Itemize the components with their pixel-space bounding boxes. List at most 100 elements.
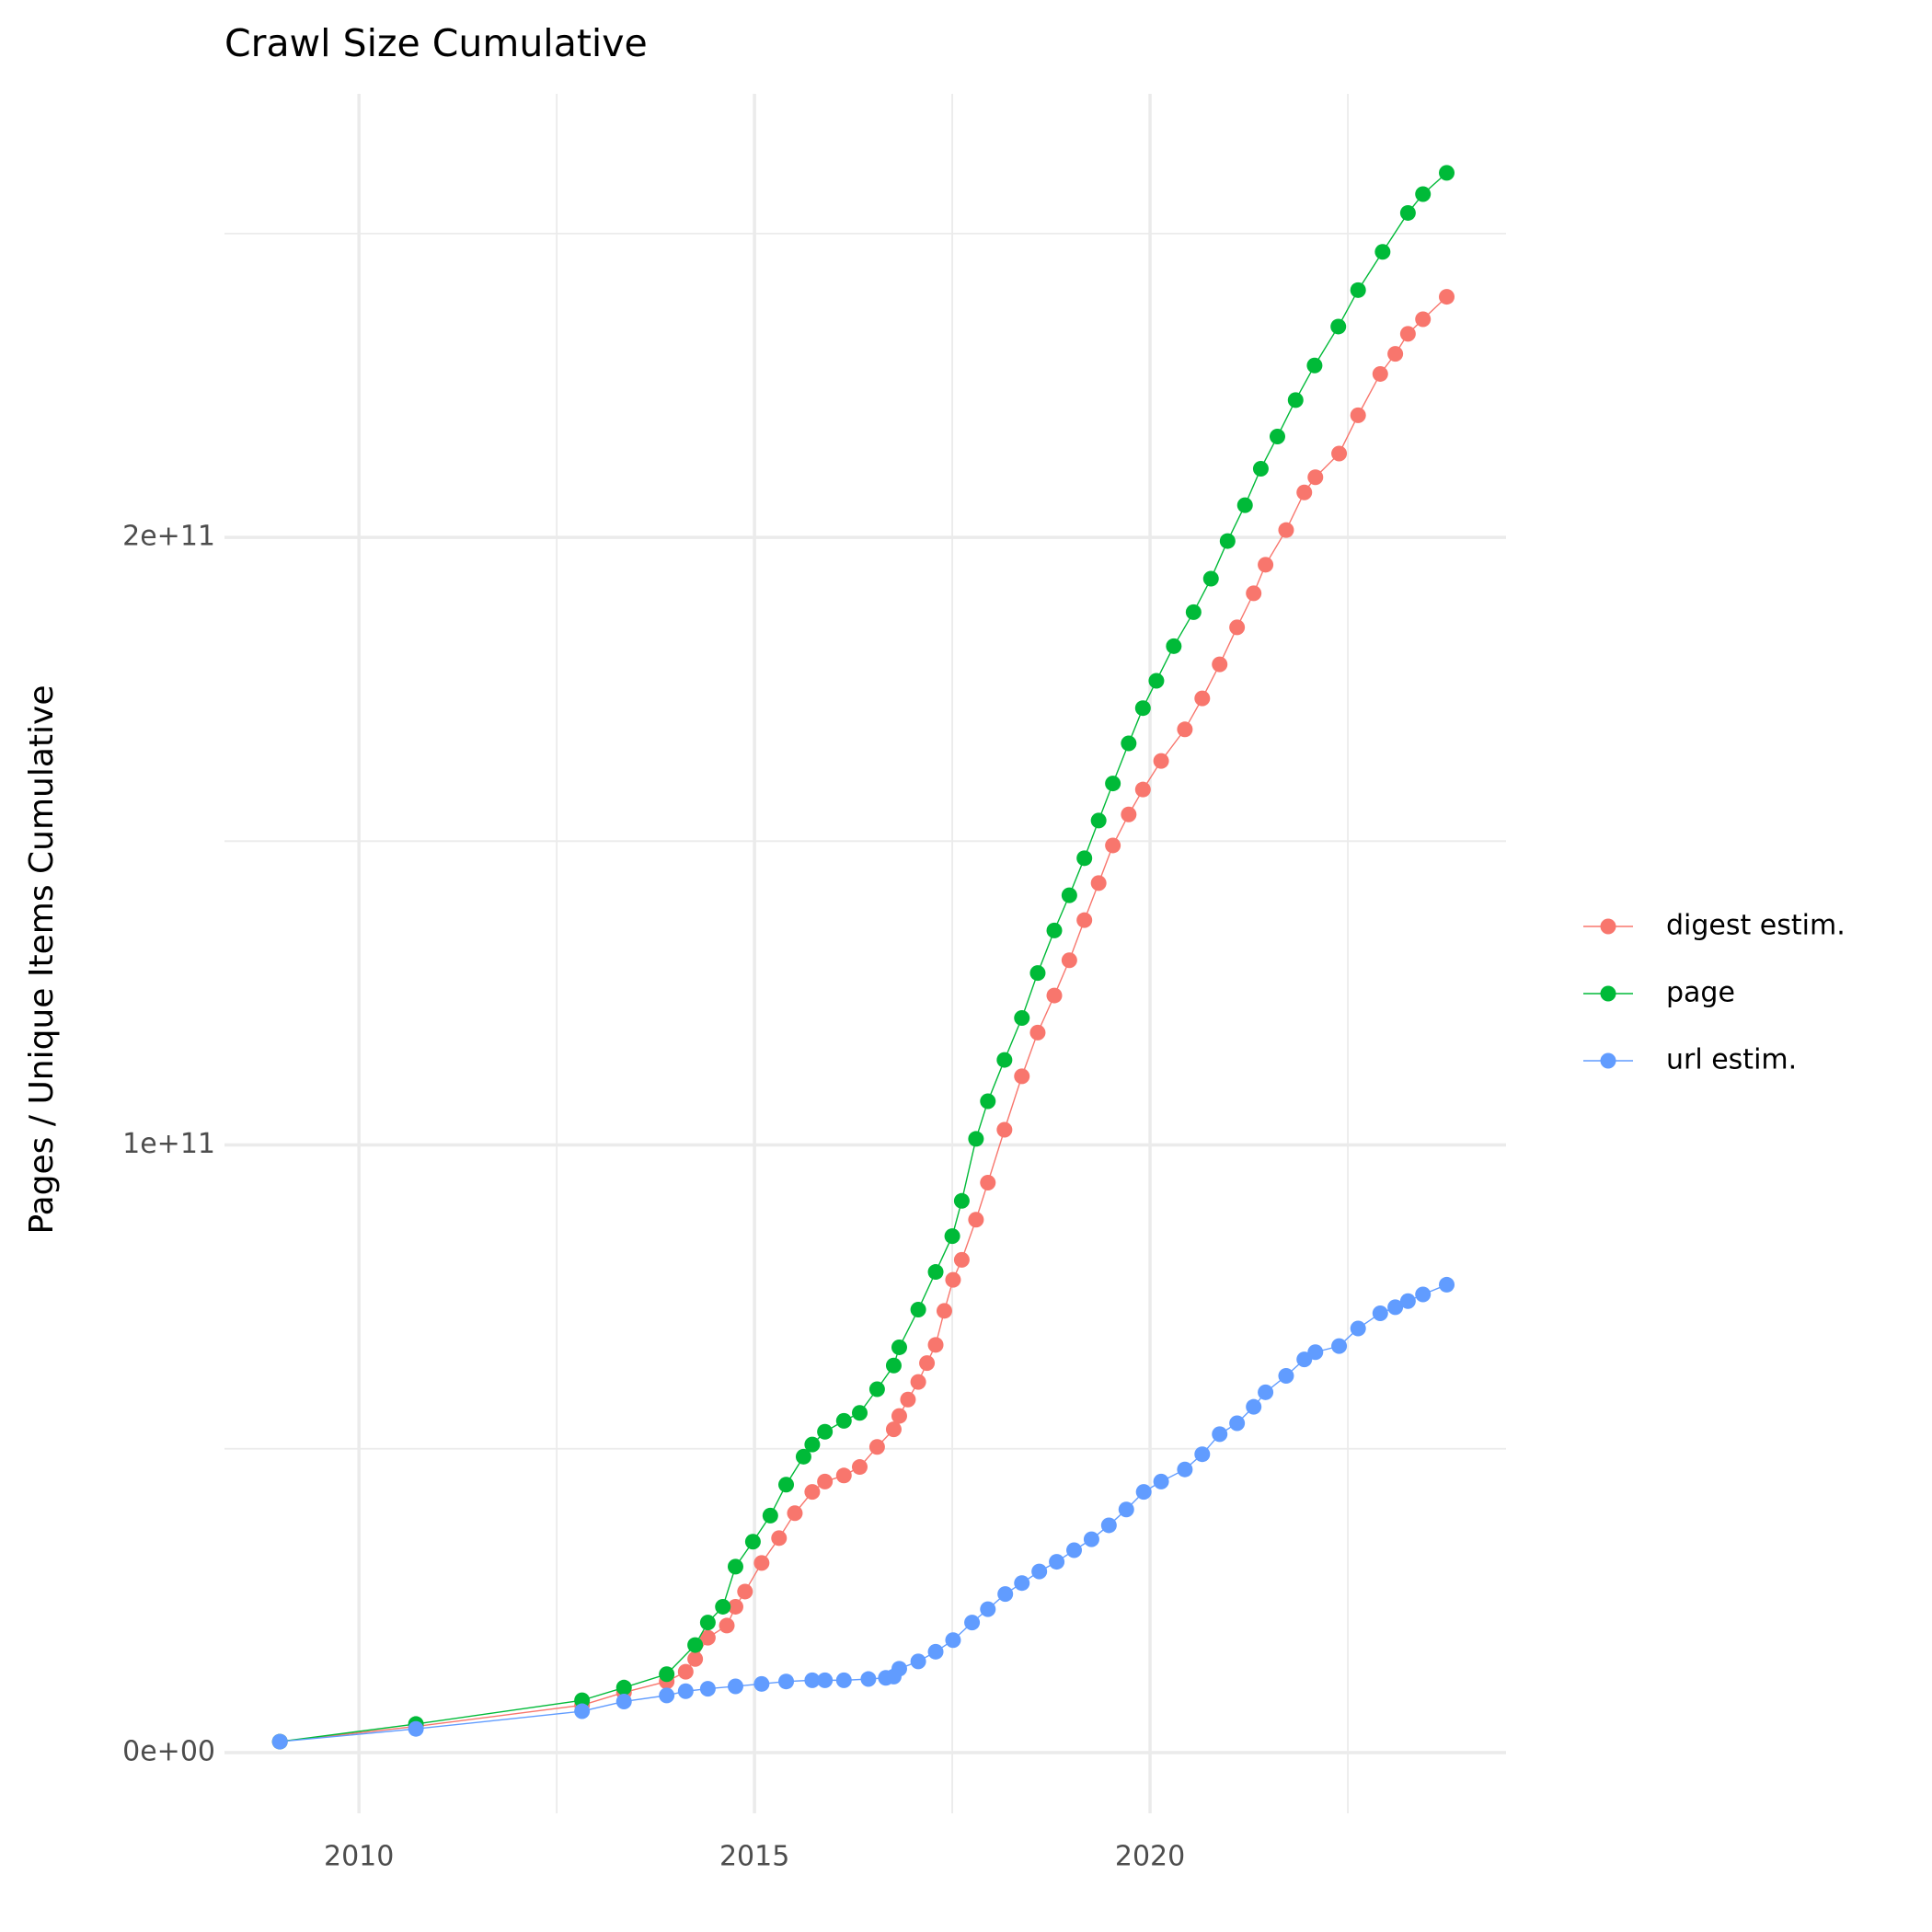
data-point [271,1733,288,1750]
data-point [1121,806,1137,822]
data-point [953,1251,970,1268]
data-point [1049,1554,1065,1570]
data-point [1372,365,1388,382]
data-point [1258,557,1274,573]
data-point [885,1357,902,1374]
data-point [1229,1415,1246,1432]
x-tick-label: 2020 [1115,1841,1185,1873]
data-point [996,1121,1013,1138]
data-point [945,1632,961,1649]
data-point [677,1663,694,1680]
data-point [1296,1351,1313,1368]
data-point [1387,1299,1404,1316]
data-point [699,1629,716,1646]
data-point [1105,776,1121,792]
grid [224,94,1506,1813]
legend-label: digest estim. [1666,910,1846,942]
data-point [1307,469,1324,486]
data-point [868,1381,885,1397]
data-point [1090,812,1107,829]
data-point [715,1598,731,1615]
data-point [1029,1024,1046,1041]
data-point [677,1683,694,1699]
data-point [980,1174,996,1190]
data-point [408,1720,424,1737]
data-point [1118,1501,1134,1518]
data-point [1135,1484,1152,1501]
data-point [835,1412,852,1429]
data-point [1134,781,1151,798]
data-point [659,1666,675,1683]
data-point [719,1617,735,1634]
data-point [980,1601,996,1617]
data-point [727,1558,743,1575]
data-point [1031,1563,1048,1580]
data-point [1399,326,1416,342]
data-point [1269,428,1285,444]
data-point [968,1131,984,1147]
data-point [900,1391,916,1408]
data-point [1415,1286,1432,1303]
data-point [835,1672,852,1688]
data-point [1014,1010,1030,1027]
legend: digest estim. page url estim. [1583,910,1846,1076]
data-point [1278,1367,1294,1384]
data-point [1061,952,1077,969]
data-point [1246,1398,1262,1415]
data-point [1076,912,1093,928]
data-point [927,1643,944,1660]
data-point [1350,1320,1366,1337]
data-point [687,1650,704,1667]
legend-label: page [1666,977,1735,1009]
axes: 0e+00 1e+11 2e+11 2010 2015 2020 [122,521,1185,1873]
data-point [1212,1426,1228,1443]
y-tick-label: 1e+11 [122,1128,215,1160]
data-point [891,1408,907,1424]
data-point [699,1681,716,1697]
data-point [1105,837,1121,854]
data-point [1439,1276,1455,1293]
data-point [1185,604,1202,620]
data-point [997,1586,1014,1603]
data-point [1219,533,1236,549]
data-point [885,1421,902,1438]
x-tick-label: 2010 [324,1841,394,1873]
data-point [1046,987,1063,1004]
data-point [1296,484,1313,500]
data-point [1066,1542,1083,1558]
data-point [1258,1384,1274,1400]
data-point [1439,289,1455,305]
data-point [953,1192,970,1209]
data-point [659,1687,675,1704]
data-point [1415,311,1432,328]
data-point [1330,318,1347,335]
data-point [687,1637,704,1653]
data-point [919,1355,936,1372]
data-point [1374,244,1391,260]
y-tick-label: 0e+00 [122,1735,215,1767]
data-point [1061,887,1077,903]
data-point [927,1337,944,1353]
data-point [1177,721,1193,738]
y-axis-label: Pages / Unique Items Cumulative [23,685,61,1235]
series-line [280,172,1447,1742]
data-point [1202,570,1219,587]
data-point [1350,407,1366,423]
data-point [1100,1517,1117,1534]
data-point [1399,1293,1416,1309]
data-point [1252,460,1269,477]
data-point [944,1228,960,1245]
data-point [910,1302,926,1318]
data-point [727,1678,743,1695]
data-point [787,1505,803,1522]
data-point [1387,346,1404,362]
data-point [795,1448,811,1465]
chart-title: Crawl Size Cumulative [224,21,648,65]
data-point [927,1264,944,1281]
y-tick-label: 2e+11 [122,521,215,553]
legend-marker [1600,985,1616,1002]
data-point [980,1093,996,1110]
legend-marker [1600,918,1616,935]
